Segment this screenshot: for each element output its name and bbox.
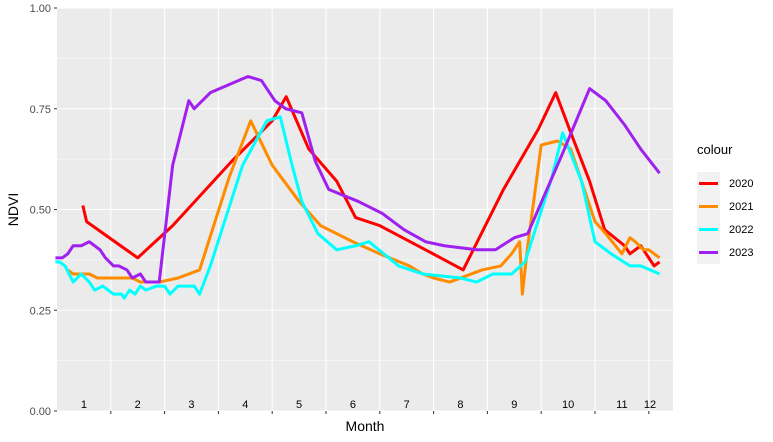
legend: colour 2020 2021 2022 2023 — [697, 142, 753, 264]
y-tick-label: 1.00 — [30, 3, 51, 15]
x-tick-label: 5 — [296, 399, 302, 411]
x-tick-label: 2 — [135, 399, 141, 411]
x-tick-label: 10 — [562, 399, 574, 411]
plot-panel — [57, 7, 673, 412]
legend-label-2023: 2023 — [729, 247, 753, 259]
x-tick-label: 12 — [644, 399, 656, 411]
series-line-2023 — [55, 75, 661, 284]
x-tick-label: 4 — [242, 399, 248, 411]
axis-layer: 0.000.250.500.751.001 2 3 4 5 6 7 8 9 10 11 12Month… — [5, 3, 656, 434]
legend-label-2020: 2020 — [729, 178, 753, 190]
x-axis-title: Month — [346, 418, 385, 434]
x-tick-label: 3 — [188, 399, 194, 411]
y-tick-label: 0.75 — [30, 104, 51, 116]
x-tick-label: 11 — [616, 399, 627, 411]
x-tick-label: 9 — [511, 399, 517, 411]
x-tick-label: 6 — [350, 399, 356, 411]
y-axis-title: NDVI — [5, 193, 21, 226]
legend-label-2022: 2022 — [729, 224, 753, 236]
legend-title: colour — [697, 142, 733, 157]
series-line-2020 — [81, 91, 661, 272]
x-tick-label: 8 — [457, 399, 463, 411]
y-tick-label: 0.50 — [30, 205, 51, 217]
series-layer — [55, 75, 661, 300]
legend-label-2021: 2021 — [729, 201, 753, 213]
x-tick-label: 1 — [81, 399, 87, 411]
series-line-2022 — [55, 115, 661, 300]
y-tick-label: 0.00 — [30, 406, 51, 418]
y-tick-label: 0.25 — [30, 305, 51, 317]
x-tick-label: 7 — [404, 399, 410, 411]
